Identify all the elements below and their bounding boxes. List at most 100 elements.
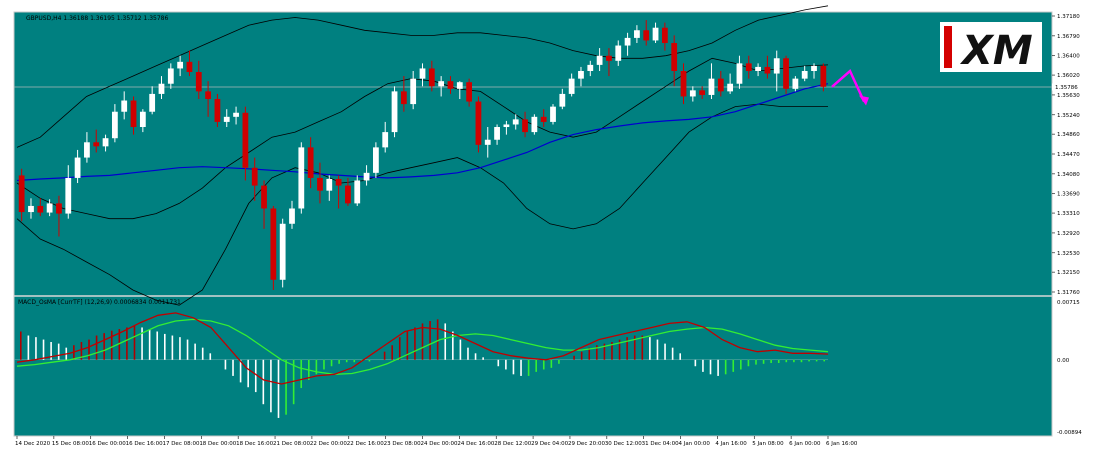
time-tick-label: 22 Dec 16:00 bbox=[347, 441, 384, 447]
candle-body bbox=[139, 111, 146, 128]
candle-body bbox=[317, 177, 323, 191]
candle-body bbox=[456, 82, 463, 89]
candle-body bbox=[447, 81, 454, 89]
candle-body bbox=[624, 37, 631, 46]
price-tick-label: 1.32150 bbox=[1057, 270, 1080, 276]
candle-body bbox=[298, 147, 305, 209]
price-tick-label: 1.34470 bbox=[1057, 152, 1080, 158]
candle-body bbox=[65, 177, 72, 214]
candle-body bbox=[792, 78, 799, 89]
current-price-marker bbox=[1052, 83, 1080, 91]
candle-body bbox=[186, 61, 193, 73]
indicator-axis-labels: 0.00715 0.00 -0.00894 bbox=[1057, 300, 1082, 436]
price-panel-header: GBPUSD,H4 1.36188 1.36195 1.35712 1.3578… bbox=[26, 15, 168, 22]
candle-body bbox=[764, 66, 771, 74]
candle-body bbox=[167, 68, 174, 84]
time-tick-label: 21 Dec 08:00 bbox=[273, 441, 310, 447]
price-tick-label: 1.36400 bbox=[1057, 54, 1080, 60]
candle-body bbox=[345, 185, 351, 204]
candle-body bbox=[699, 90, 706, 95]
bollinger-lower-line bbox=[16, 103, 828, 306]
candle-body bbox=[578, 70, 584, 79]
time-tick-label: 16 Dec 00:00 bbox=[89, 441, 126, 447]
price-tick-label: 1.33310 bbox=[1057, 211, 1080, 217]
candle-body bbox=[121, 100, 128, 112]
price-tick-label: 1.32920 bbox=[1057, 231, 1080, 237]
candle-body bbox=[801, 70, 808, 79]
candle-body bbox=[606, 55, 612, 61]
price-tick-label: 1.33690 bbox=[1057, 192, 1080, 198]
candle-body bbox=[717, 78, 724, 92]
candle-body bbox=[373, 147, 379, 173]
candle-body bbox=[568, 78, 575, 94]
candle-body bbox=[484, 139, 491, 145]
candle-body bbox=[270, 208, 277, 280]
candle-body bbox=[326, 178, 333, 191]
price-panel-background bbox=[14, 12, 1052, 296]
price-tick-label: 1.34080 bbox=[1057, 172, 1080, 178]
time-tick-label: 6 Jan 16:00 bbox=[826, 441, 858, 447]
time-tick-label: 28 Dec 12:00 bbox=[494, 441, 531, 447]
candle-body bbox=[354, 180, 361, 204]
candle-body bbox=[233, 112, 239, 117]
candle-body bbox=[74, 157, 81, 178]
time-tick-label: 23 Dec 08:00 bbox=[384, 441, 421, 447]
candle-body bbox=[177, 61, 184, 69]
candle-body bbox=[634, 30, 640, 38]
indicator-panel-background bbox=[14, 296, 1052, 436]
indicator-panel-header: MACD_OsMA [CurrTF] (12,26,9) 0.0006834 0… bbox=[18, 299, 181, 306]
candle-body bbox=[689, 90, 696, 97]
time-tick-label: 16 Dec 16:00 bbox=[126, 441, 163, 447]
candle-body bbox=[820, 65, 827, 87]
candle-body bbox=[428, 68, 435, 87]
time-tick-label: 17 Dec 08:00 bbox=[162, 441, 199, 447]
candle-body bbox=[522, 119, 528, 133]
candle-body bbox=[382, 132, 389, 148]
candle-body bbox=[736, 63, 743, 84]
price-tick-label: 1.35630 bbox=[1057, 93, 1080, 99]
candle-body bbox=[56, 203, 62, 214]
candle-body bbox=[242, 112, 249, 168]
candle-body bbox=[279, 223, 286, 280]
candle-body bbox=[335, 178, 342, 186]
forecast-arrow-path bbox=[831, 68, 866, 103]
moving-average bbox=[16, 83, 829, 182]
candle-body bbox=[149, 93, 156, 112]
candle-body bbox=[363, 172, 370, 181]
candle-body bbox=[28, 205, 34, 213]
candle-body bbox=[37, 205, 44, 213]
candle-body bbox=[811, 65, 817, 71]
candle-body bbox=[652, 27, 659, 41]
candle-body bbox=[745, 63, 752, 71]
time-tick-label: 6 Jan 00:00 bbox=[789, 441, 821, 447]
candle-body bbox=[214, 99, 221, 122]
xm-logo-text: XM bbox=[959, 28, 1033, 74]
candle-body bbox=[503, 124, 510, 128]
candle-body bbox=[755, 66, 761, 71]
candle-body bbox=[410, 78, 417, 105]
candle-body bbox=[475, 101, 482, 145]
candle-body bbox=[261, 185, 267, 209]
candle-body bbox=[130, 100, 137, 128]
candle-body bbox=[111, 111, 118, 139]
time-tick-label: 31 Dec 04:00 bbox=[642, 441, 679, 447]
candle-body bbox=[466, 82, 472, 102]
price-tick-label: 1.36790 bbox=[1057, 34, 1080, 40]
time-tick-label: 24 Dec 16:00 bbox=[457, 441, 494, 447]
time-tick-label: 29 Dec 04:00 bbox=[531, 441, 568, 447]
candle-body bbox=[195, 72, 202, 92]
macd-line bbox=[16, 312, 829, 385]
candle-body bbox=[727, 83, 734, 92]
candle-body bbox=[438, 81, 445, 87]
bollinger-upper-line bbox=[16, 5, 829, 148]
time-tick-label: 4 Jan 16:00 bbox=[715, 441, 747, 447]
candle-body bbox=[680, 70, 687, 97]
time-tick-label: 5 Jan 08:00 bbox=[752, 441, 784, 447]
candle-body bbox=[251, 167, 258, 186]
candle-body bbox=[540, 116, 547, 122]
candle-body bbox=[494, 127, 500, 140]
candle-body bbox=[400, 91, 407, 105]
candle-body bbox=[783, 58, 789, 89]
time-tick-label: 15 Dec 08:00 bbox=[52, 441, 89, 447]
